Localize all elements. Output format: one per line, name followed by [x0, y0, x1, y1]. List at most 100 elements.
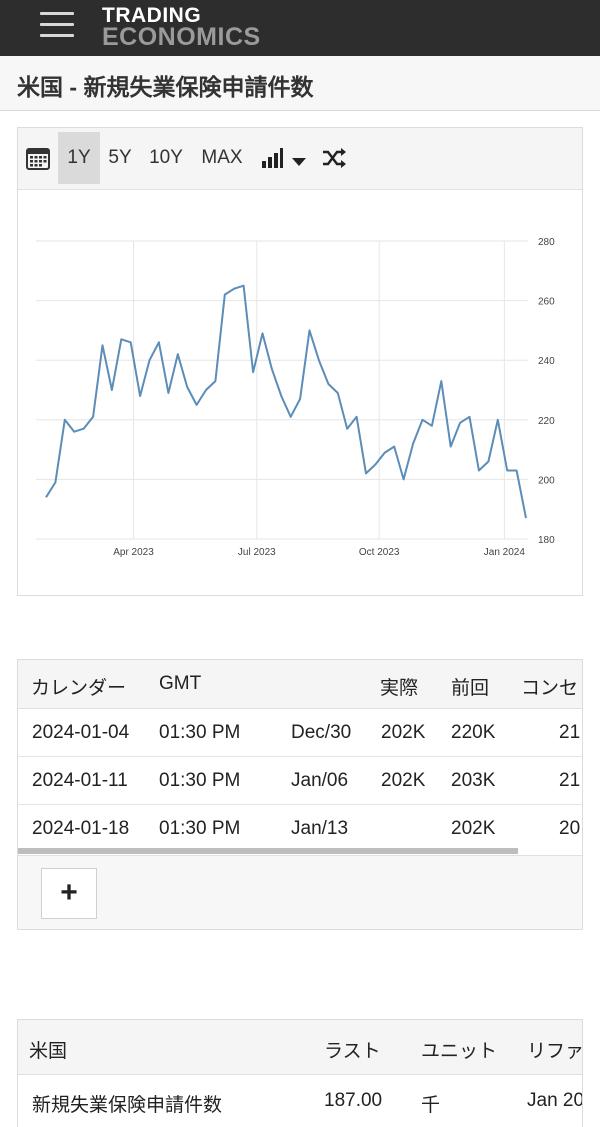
data-point[interactable] — [403, 478, 405, 480]
cell-reference: Jan/13 — [291, 818, 349, 839]
data-point[interactable] — [167, 392, 169, 394]
data-point[interactable] — [120, 338, 122, 340]
table-row: 2024-01-11 01:30 PM Jan/06 202K 203K 21 — [18, 757, 582, 805]
x-tick-label: Apr 2023 — [113, 547, 154, 558]
header-gmt[interactable]: GMT — [159, 673, 202, 694]
data-point[interactable] — [356, 416, 358, 418]
trading-economics-logo[interactable]: TRADING ECONOMICS — [102, 5, 261, 50]
top-navigation-bar: TRADING ECONOMICS — [0, 0, 600, 56]
data-point[interactable] — [73, 431, 75, 433]
cell-actual: 202K — [381, 770, 426, 791]
data-point[interactable] — [431, 425, 433, 427]
bar-chart-icon[interactable] — [261, 147, 283, 174]
cell-previous: 203K — [451, 770, 496, 791]
calendar-icon[interactable] — [26, 147, 50, 176]
data-point[interactable] — [177, 353, 179, 355]
range-max-button[interactable]: MAX — [201, 147, 243, 168]
data-point[interactable] — [384, 452, 386, 454]
data-point[interactable] — [186, 386, 188, 388]
data-point[interactable] — [318, 359, 320, 361]
header-actual[interactable]: 実際 — [380, 678, 419, 699]
x-tick-label: Jan 2024 — [484, 547, 526, 558]
data-point[interactable] — [83, 428, 85, 430]
hamburger-menu-icon[interactable] — [40, 10, 76, 40]
data-point[interactable] — [487, 461, 489, 463]
data-point[interactable] — [525, 517, 527, 519]
data-point[interactable] — [421, 419, 423, 421]
data-point[interactable] — [478, 469, 480, 471]
cell-consensus: 21 — [559, 722, 581, 743]
header-consensus[interactable]: コンセ — [521, 678, 579, 699]
data-point[interactable] — [101, 344, 103, 346]
horizontal-scrollbar[interactable] — [18, 848, 518, 854]
header-previous[interactable]: 前回 — [451, 678, 490, 699]
cell-indicator-name[interactable]: 新規失業保険申請件数 — [32, 1095, 223, 1116]
data-point[interactable] — [337, 392, 339, 394]
data-point[interactable] — [506, 469, 508, 471]
data-point[interactable] — [327, 383, 329, 385]
chart-area: 180 200 220 240 260 280 Apr 2023 Jul 2023 Oct 20… — [18, 191, 582, 595]
header-last[interactable]: ラスト — [324, 1041, 381, 1062]
data-point[interactable] — [516, 469, 518, 471]
data-point[interactable] — [346, 428, 348, 430]
data-point[interactable] — [280, 395, 282, 397]
add-more-button[interactable]: + — [41, 868, 97, 919]
data-point[interactable] — [450, 446, 452, 448]
range-1y-button[interactable]: 1Y — [58, 132, 100, 184]
data-point[interactable] — [243, 285, 245, 287]
data-point[interactable] — [158, 341, 160, 343]
data-point[interactable] — [196, 404, 198, 406]
data-point[interactable] — [309, 329, 311, 331]
data-point[interactable] — [290, 416, 292, 418]
data-point[interactable] — [459, 422, 461, 424]
data-point[interactable] — [224, 294, 226, 296]
cell-previous: 202K — [451, 818, 496, 839]
data-point[interactable] — [139, 395, 141, 397]
calendar-table: カレンダー GMT 実際 前回 コンセ 2024-01-04 01:30 PM … — [17, 659, 583, 930]
table-row: 2024-01-18 01:30 PM Jan/13 202K 20 — [18, 805, 582, 853]
data-point[interactable] — [205, 389, 207, 391]
data-point[interactable] — [365, 472, 367, 474]
data-point[interactable] — [469, 416, 471, 418]
summary-table-header: 米国 ラスト ユニット リファ — [18, 1020, 583, 1075]
data-point[interactable] — [130, 341, 132, 343]
cell-reference: Jan 20 — [527, 1090, 583, 1111]
header-unit[interactable]: ユニット — [421, 1041, 498, 1062]
data-point[interactable] — [271, 368, 273, 370]
data-point[interactable] — [261, 332, 263, 334]
data-point[interactable] — [374, 464, 376, 466]
data-point[interactable] — [45, 496, 47, 498]
y-tick-label: 240 — [538, 356, 555, 367]
data-point[interactable] — [64, 419, 66, 421]
series-line[interactable] — [45, 284, 527, 519]
data-point[interactable] — [149, 359, 151, 361]
header-country[interactable]: 米国 — [29, 1041, 68, 1062]
data-point[interactable] — [497, 419, 499, 421]
data-point[interactable] — [233, 288, 235, 290]
header-calendar[interactable]: カレンダー — [31, 678, 127, 699]
cell-date: 2024-01-11 — [32, 770, 128, 791]
cell-date: 2024-01-18 — [32, 818, 130, 839]
data-point[interactable] — [92, 416, 94, 418]
calendar-table-header: カレンダー GMT 実際 前回 コンセ — [18, 660, 582, 709]
x-tick-label: Jul 2023 — [238, 547, 276, 558]
y-tick-label: 260 — [538, 297, 555, 308]
cell-time: 01:30 PM — [159, 770, 241, 791]
cell-consensus: 20 — [559, 818, 581, 839]
header-reference[interactable]: リファ — [527, 1041, 583, 1062]
data-point[interactable] — [393, 446, 395, 448]
range-10y-button[interactable]: 10Y — [149, 147, 183, 168]
range-5y-button[interactable]: 5Y — [108, 147, 132, 168]
data-point[interactable] — [299, 398, 301, 400]
data-point[interactable] — [54, 481, 56, 483]
cell-time: 01:30 PM — [159, 818, 241, 839]
table-row: 新規失業保険申請件数 187.00 千 Jan 20 — [18, 1076, 583, 1127]
caret-down-icon[interactable] — [292, 154, 306, 172]
x-tick-label: Oct 2023 — [359, 547, 400, 558]
data-point[interactable] — [111, 389, 113, 391]
data-point[interactable] — [440, 380, 442, 382]
data-point[interactable] — [214, 380, 216, 382]
data-point[interactable] — [252, 371, 254, 373]
shuffle-icon[interactable] — [322, 148, 346, 173]
data-point[interactable] — [412, 443, 414, 445]
